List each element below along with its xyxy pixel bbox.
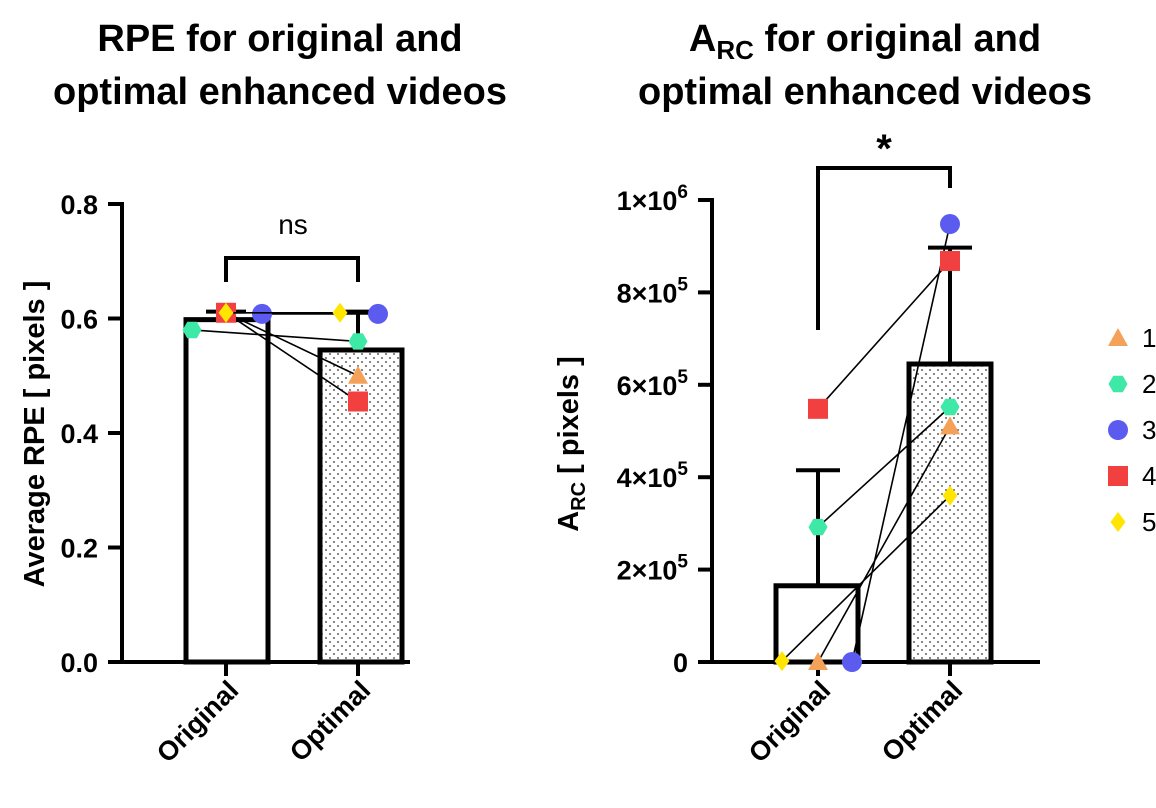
arc-bar-original bbox=[773, 583, 861, 665]
arc-y-axis-label: ARC [ pixels ] bbox=[553, 356, 590, 532]
arc-pair-line-3 bbox=[851, 223, 951, 663]
arc-point-1-optimal bbox=[940, 416, 960, 435]
arc-significance-label: * bbox=[876, 127, 892, 171]
arc-y-tick-mantissa: 2×10 bbox=[617, 556, 678, 586]
rpe-y-tick-label: 0.6 bbox=[60, 305, 98, 335]
arc-title-sub: RC bbox=[716, 35, 754, 65]
rpe-point-1-optimal bbox=[348, 365, 368, 384]
arc-y-tick-exponent: 5 bbox=[677, 552, 688, 573]
arc-pair-line-4 bbox=[817, 260, 951, 410]
rpe-point-3-original bbox=[252, 303, 272, 324]
arc-title-line-2: optimal enhanced videos bbox=[638, 71, 1092, 113]
rpe-significance-bracket bbox=[224, 256, 360, 282]
arc-pair-line-2 bbox=[817, 406, 951, 528]
arc-point-3-original bbox=[842, 652, 862, 672]
arc-y-tick-label: 2×105 bbox=[617, 552, 689, 586]
arc-pair-line-1 bbox=[817, 425, 951, 663]
rpe-title-line-2: optimal enhanced videos bbox=[53, 71, 507, 113]
arc-y-tick-mantissa: 6×10 bbox=[617, 371, 678, 401]
rpe-point-5-original bbox=[218, 302, 234, 323]
arc-ylabel-main: A bbox=[553, 511, 585, 532]
arc-point-5-original bbox=[774, 651, 790, 672]
legend: 1 2 3 4 5 bbox=[1108, 323, 1156, 537]
arc-ylabel-sub: RC bbox=[568, 482, 590, 511]
rpe-significance-label: ns bbox=[278, 209, 308, 240]
arc-x-tick-label-optimal: Optimal bbox=[876, 675, 968, 767]
legend-marker-2 bbox=[1108, 375, 1128, 393]
arc-y-tick-label: 8×105 bbox=[617, 274, 689, 308]
arc-y-tick-mantissa: 1×10 bbox=[617, 186, 678, 216]
arc-y-tick-label: 0 bbox=[673, 648, 688, 678]
arc-y-tick-mantissa: 4×10 bbox=[617, 463, 678, 493]
arc-significance-bracket bbox=[816, 166, 952, 330]
arc-y-tick-exponent: 5 bbox=[677, 274, 688, 295]
rpe-x-tick-label-optimal: Optimal bbox=[284, 675, 376, 767]
arc-point-4-optimal bbox=[940, 250, 960, 271]
arc-point-2-optimal bbox=[940, 398, 960, 416]
legend-label-3: 3 bbox=[1142, 415, 1156, 445]
legend-label-5: 5 bbox=[1142, 507, 1156, 537]
arc-chart: ARC for original and optimal enhanced vi… bbox=[553, 18, 1092, 768]
rpe-y-axis-label: Average RPE [ pixels ] bbox=[19, 281, 51, 588]
rpe-x-tick-label-original: Original bbox=[151, 675, 244, 768]
rpe-pair-line-1 bbox=[225, 312, 359, 377]
arc-title-rest: for original and bbox=[754, 18, 1041, 60]
rpe-bar-original bbox=[183, 317, 271, 665]
arc-y-tick-exponent: 5 bbox=[677, 459, 688, 480]
rpe-title-line-1: RPE for original and bbox=[97, 18, 462, 60]
legend-label-1: 1 bbox=[1142, 323, 1156, 353]
arc-y-tick-mantissa: 0 bbox=[673, 648, 688, 678]
legend-marker-5 bbox=[1110, 512, 1126, 532]
rpe-y-tick-label: 0.4 bbox=[60, 419, 98, 449]
rpe-y-tick-label: 0.8 bbox=[60, 190, 98, 220]
arc-pair-line-5 bbox=[781, 495, 951, 662]
arc-x-tick-label-original: Original bbox=[743, 675, 836, 768]
arc-ylabel-rest: [ pixels ] bbox=[553, 356, 585, 482]
arc-point-3-optimal bbox=[940, 214, 960, 235]
legend-marker-3 bbox=[1108, 420, 1128, 440]
rpe-plot-area: 0.0 0.2 0.4 0.6 0.8 Original Optimal bbox=[60, 190, 410, 768]
arc-y-tick-exponent: 5 bbox=[677, 367, 688, 388]
arc-point-5-optimal bbox=[942, 485, 958, 506]
rpe-point-2-original bbox=[182, 321, 202, 339]
legend-label-4: 4 bbox=[1142, 461, 1156, 491]
legend-marker-1 bbox=[1108, 328, 1128, 346]
rpe-pair-line-4 bbox=[225, 312, 359, 403]
arc-point-2-original bbox=[808, 518, 828, 536]
legend-label-2: 2 bbox=[1142, 369, 1156, 399]
arc-point-1-original bbox=[808, 652, 828, 670]
rpe-pair-line-2 bbox=[191, 329, 359, 343]
rpe-chart: RPE for original and optimal enhanced vi… bbox=[19, 18, 507, 768]
arc-y-tick-label: 1×106 bbox=[617, 182, 688, 216]
rpe-point-4-optimal bbox=[348, 391, 368, 412]
rpe-point-2-optimal bbox=[348, 333, 368, 350]
rpe-point-3-optimal bbox=[368, 303, 388, 324]
rpe-point-5-optimal bbox=[332, 302, 348, 323]
arc-point-4-original bbox=[808, 398, 828, 419]
arc-y-tick-exponent: 6 bbox=[677, 182, 688, 203]
arc-y-tick-label: 6×105 bbox=[617, 367, 689, 401]
arc-title-line-1: ARC for original and bbox=[689, 18, 1041, 65]
arc-y-tick-mantissa: 8×10 bbox=[617, 278, 678, 308]
arc-y-tick-label: 4×105 bbox=[617, 459, 689, 493]
arc-title-main: A bbox=[689, 18, 716, 60]
legend-marker-4 bbox=[1108, 466, 1128, 486]
rpe-y-tick-label: 0.2 bbox=[60, 534, 98, 564]
rpe-y-tick-label: 0.0 bbox=[60, 648, 98, 678]
